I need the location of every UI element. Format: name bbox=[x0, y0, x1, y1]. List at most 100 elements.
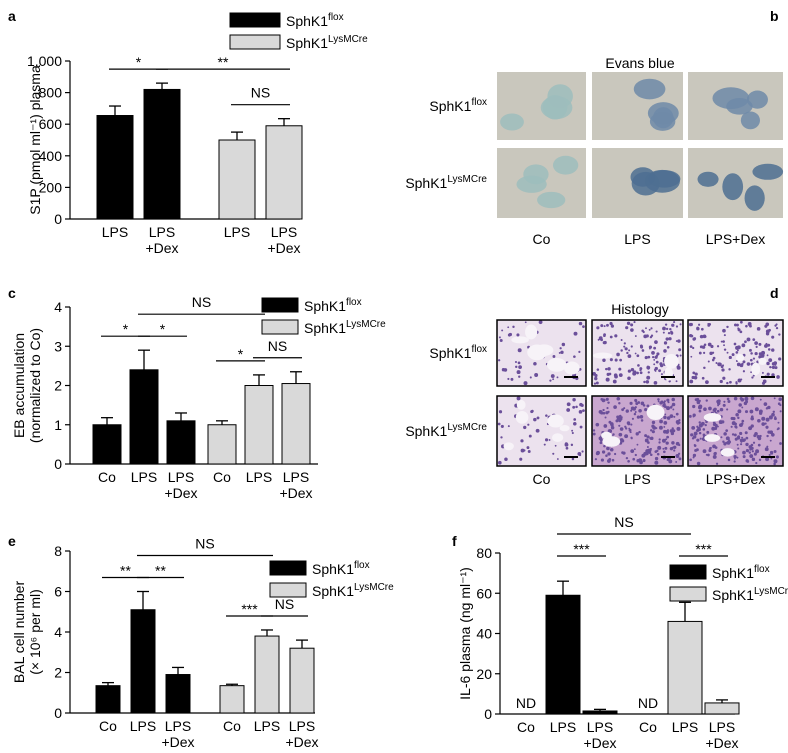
x-tick-label: LPS bbox=[672, 719, 698, 735]
bar bbox=[143, 88, 181, 220]
significance-label: NS bbox=[275, 596, 294, 612]
significance-label: ** bbox=[120, 563, 131, 579]
histology-image bbox=[496, 395, 587, 467]
error-bar bbox=[231, 131, 243, 140]
y-tick-label: 60 bbox=[476, 585, 492, 601]
y-tick-label: 80 bbox=[476, 545, 492, 561]
bar bbox=[582, 710, 618, 715]
bar bbox=[289, 647, 315, 714]
legend-label: SphK1LysMCre bbox=[304, 319, 386, 336]
x-tick-label: LPS +Dex bbox=[164, 469, 197, 501]
error-bar bbox=[102, 681, 114, 686]
x-tick-label: LPS +Dex bbox=[583, 719, 616, 751]
error-bar bbox=[261, 629, 273, 637]
y-tick-label: 6 bbox=[54, 584, 62, 600]
significance-label: *** bbox=[573, 541, 590, 557]
error-bar bbox=[101, 417, 113, 425]
x-tick-label: LPS bbox=[550, 719, 576, 735]
x-tick-label: LPS +Dex bbox=[267, 224, 300, 256]
x-tick-label: LPS bbox=[130, 718, 156, 734]
significance-label: NS bbox=[192, 294, 211, 310]
error-bar bbox=[172, 666, 184, 675]
y-tick-label: 4 bbox=[54, 624, 62, 640]
error-bar bbox=[290, 371, 302, 384]
column-label: LPS+Dex bbox=[706, 231, 766, 247]
y-tick-label: 4 bbox=[54, 299, 62, 315]
bar bbox=[207, 424, 237, 465]
x-tick-label: Co bbox=[639, 719, 657, 735]
x-tick-label: LPS +Dex bbox=[279, 469, 312, 501]
y-axis-label: IL-6 plasma (ng ml⁻¹) bbox=[457, 567, 473, 700]
x-tick-label: LPS +Dex bbox=[285, 718, 318, 750]
y-axis-label: S1P (pmol ml⁻¹) plasma bbox=[27, 65, 43, 215]
bar bbox=[166, 420, 196, 465]
y-tick-label: 40 bbox=[476, 626, 492, 642]
column-label: LPS bbox=[624, 231, 650, 247]
significance-label: NS bbox=[614, 514, 633, 530]
legend-label: SphK1LysMCre bbox=[712, 586, 788, 603]
significance-label: *** bbox=[241, 601, 258, 617]
legend-swatch bbox=[669, 564, 707, 580]
x-tick-label: LPS +Dex bbox=[145, 224, 178, 256]
legend-swatch bbox=[261, 319, 299, 335]
panel-label: d bbox=[770, 285, 779, 301]
column-label: Co bbox=[533, 471, 551, 487]
legend-label: SphK1LysMCre bbox=[286, 34, 368, 51]
x-tick-label: Co bbox=[223, 718, 241, 734]
y-tick-label: 1 bbox=[54, 417, 62, 433]
bar bbox=[130, 609, 156, 714]
significance-label: * bbox=[136, 54, 142, 70]
y-tick-label: 800 bbox=[39, 85, 63, 101]
panel-title: Histology bbox=[611, 301, 669, 317]
error-bar bbox=[137, 590, 149, 610]
bar bbox=[92, 424, 122, 465]
significance-label: * bbox=[123, 321, 129, 337]
histology-image bbox=[591, 395, 684, 467]
x-tick-label: LPS bbox=[102, 224, 128, 240]
error-bar bbox=[109, 105, 121, 116]
y-axis-label: BAL cell number(× 10⁶ per ml) bbox=[11, 581, 43, 684]
row-label: SphK1flox bbox=[429, 344, 487, 361]
row-label: SphK1flox bbox=[429, 97, 487, 114]
significance-label: *** bbox=[695, 541, 712, 557]
x-tick-label: Co bbox=[213, 469, 231, 485]
bar bbox=[281, 383, 311, 465]
bar bbox=[218, 139, 256, 220]
panel-title: Evans blue bbox=[605, 55, 674, 71]
histology-image bbox=[496, 319, 587, 387]
error-bar bbox=[679, 601, 691, 622]
row-label: SphK1LysMCre bbox=[405, 174, 487, 191]
legend-swatch bbox=[669, 586, 707, 602]
bar bbox=[129, 369, 159, 465]
column-label: Co bbox=[533, 231, 551, 247]
legend-swatch bbox=[269, 582, 307, 598]
legend-swatch bbox=[229, 12, 281, 28]
histology-image bbox=[687, 395, 784, 467]
bar bbox=[219, 685, 245, 714]
error-bar bbox=[156, 82, 168, 90]
bar bbox=[95, 685, 121, 714]
lung-photo bbox=[497, 72, 586, 140]
y-axis-label: EB accumulation(normalized to Co) bbox=[11, 328, 43, 443]
x-tick-label: LPS bbox=[224, 224, 250, 240]
y-tick-label: 0 bbox=[54, 456, 62, 472]
bar bbox=[244, 385, 274, 465]
x-tick-label: LPS bbox=[131, 469, 157, 485]
y-tick-label: 8 bbox=[54, 543, 62, 559]
panel-label: c bbox=[8, 285, 16, 301]
error-bar bbox=[138, 349, 150, 370]
bar bbox=[165, 674, 191, 714]
x-tick-label: LPS +Dex bbox=[161, 718, 194, 750]
lung-photo bbox=[688, 72, 783, 140]
error-bar bbox=[716, 699, 728, 703]
panel-label: e bbox=[8, 533, 16, 549]
row-label: SphK1LysMCre bbox=[405, 422, 487, 439]
x-tick-label: Co bbox=[99, 718, 117, 734]
x-tick-label: LPS +Dex bbox=[705, 719, 738, 751]
x-tick-label: LPS bbox=[246, 469, 272, 485]
error-bar bbox=[296, 639, 308, 649]
x-tick-label: Co bbox=[517, 719, 535, 735]
error-bar bbox=[557, 580, 569, 596]
y-tick-label: 0 bbox=[54, 211, 62, 227]
bar bbox=[96, 115, 134, 220]
